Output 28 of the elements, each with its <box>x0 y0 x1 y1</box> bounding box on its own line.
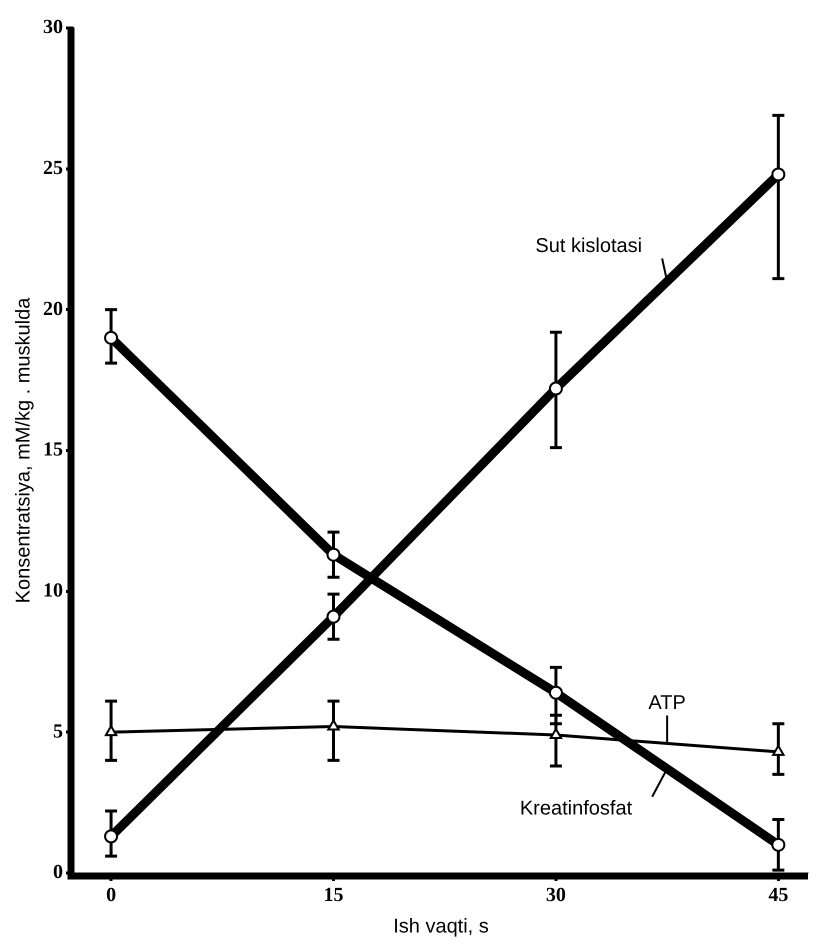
text: Kreatinfosfat <box>520 797 633 820</box>
x-tick-label: 30 <box>546 884 566 906</box>
y-tick-label: 30 <box>43 16 63 38</box>
y-axis-title: Konsentratsiya, mM/kg . muskulda <box>12 296 35 604</box>
point <box>548 382 563 396</box>
y-tick-label: 20 <box>43 298 63 320</box>
point <box>326 610 340 624</box>
point <box>104 330 118 345</box>
x-tick-label: 15 <box>323 884 344 906</box>
point <box>326 548 340 562</box>
series-label: ATP <box>648 692 686 714</box>
point <box>548 686 563 700</box>
y-tick-label: 15 <box>43 438 63 461</box>
y-tick-label: 25 <box>43 157 63 180</box>
point <box>771 838 786 852</box>
y-tick-label: 5 <box>53 720 63 742</box>
y-tick-label: 0 <box>53 861 63 884</box>
point <box>104 725 118 736</box>
series-label: Sut kislotasi <box>535 235 642 258</box>
point <box>104 829 118 844</box>
point <box>772 744 785 756</box>
x-tick-label: 0 <box>106 884 116 906</box>
x-axis-title: Ish vaqti, s <box>393 916 489 938</box>
point <box>550 728 562 739</box>
point <box>771 167 786 182</box>
x-tick-label: 45 <box>768 884 788 906</box>
y-tick-label: 10 <box>43 580 63 602</box>
point <box>327 720 340 731</box>
